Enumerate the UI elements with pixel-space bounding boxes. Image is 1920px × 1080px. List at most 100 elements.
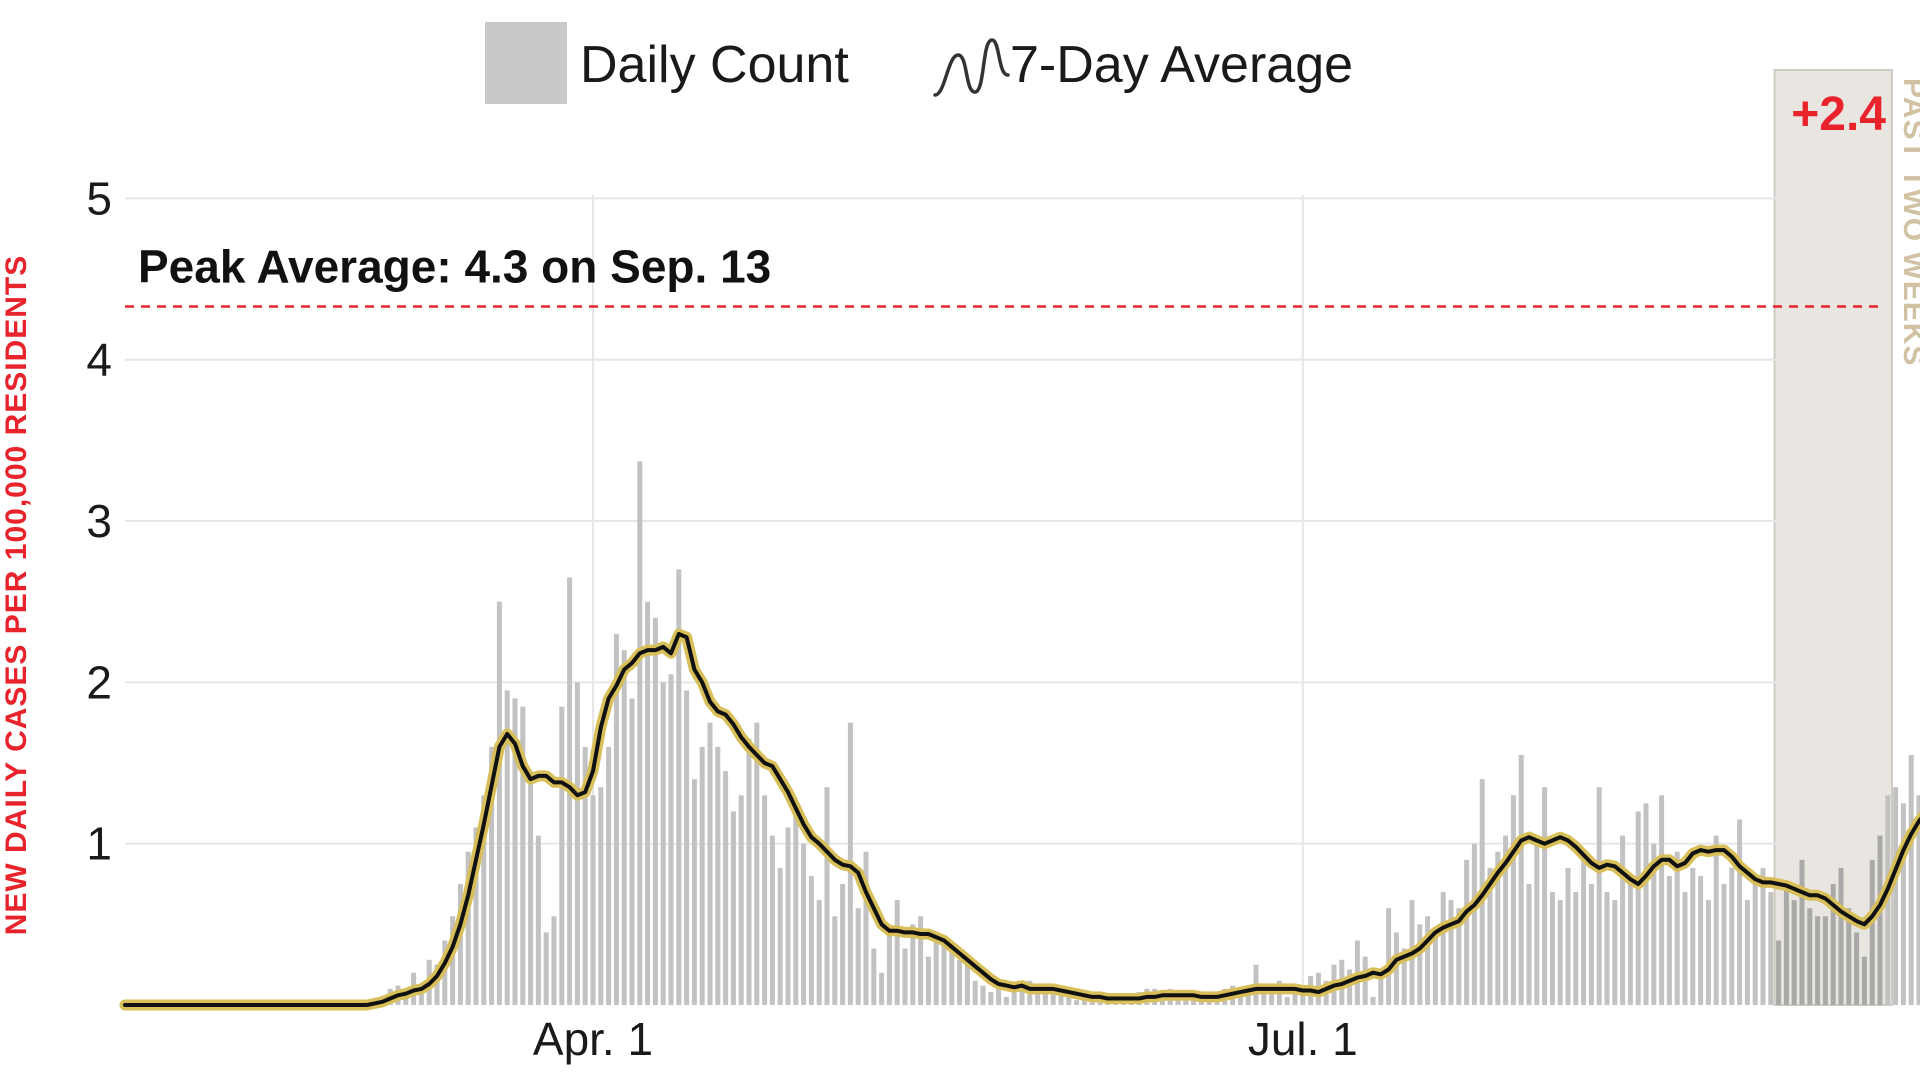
bar — [1877, 835, 1883, 1005]
bar — [1581, 859, 1587, 1005]
bar — [949, 948, 955, 1005]
bar — [1666, 875, 1672, 1005]
bar — [762, 795, 768, 1005]
bar — [1456, 908, 1462, 1005]
bar — [1752, 875, 1758, 1005]
bar — [1042, 988, 1048, 1005]
wave-line-icon — [933, 38, 1010, 97]
bar — [1378, 972, 1384, 1005]
highlight-band — [1773, 69, 1893, 1006]
bar — [1066, 996, 1072, 1005]
bar — [590, 795, 596, 1005]
bar — [512, 698, 518, 1005]
bar — [1604, 892, 1610, 1005]
bar — [1393, 932, 1399, 1005]
bar — [1838, 867, 1844, 1005]
bar — [1495, 851, 1501, 1005]
bar — [1526, 884, 1532, 1005]
bar — [1776, 940, 1782, 1005]
bar — [1425, 916, 1431, 1005]
bar — [457, 884, 463, 1005]
bar — [1698, 875, 1704, 1005]
bar — [676, 569, 682, 1005]
bar — [723, 771, 729, 1005]
bar — [1783, 884, 1789, 1005]
bar — [918, 916, 924, 1005]
bar — [746, 738, 752, 1005]
bar — [1744, 900, 1750, 1005]
y-tick-label: 5 — [86, 172, 112, 224]
bar — [715, 746, 721, 1005]
bar — [886, 932, 892, 1005]
bar — [1791, 900, 1797, 1005]
bar — [1627, 884, 1633, 1005]
bar — [684, 690, 690, 1005]
bar — [1737, 819, 1743, 1005]
bar — [894, 900, 900, 1005]
bar — [1347, 969, 1353, 1005]
bar — [933, 932, 939, 1005]
bar — [668, 674, 674, 1005]
bar — [1893, 787, 1899, 1005]
bar — [629, 698, 635, 1005]
bar — [1058, 995, 1064, 1005]
bar — [1620, 835, 1626, 1005]
bar — [1370, 996, 1376, 1005]
bar — [1807, 908, 1813, 1005]
bar — [1861, 956, 1867, 1005]
bar — [535, 835, 541, 1005]
bar — [613, 633, 619, 1005]
bar — [551, 916, 557, 1005]
bar — [606, 746, 612, 1005]
y-tick-label: 4 — [86, 334, 112, 386]
bar — [1503, 835, 1509, 1005]
highlight-label: PAST TWO WEEKS — [1897, 78, 1920, 366]
bar — [1440, 892, 1446, 1005]
bar — [910, 924, 916, 1005]
bar — [1822, 916, 1828, 1005]
bar — [863, 851, 869, 1005]
bar — [504, 690, 510, 1005]
bar — [1534, 843, 1540, 1005]
bar — [707, 722, 713, 1005]
peak-label: Peak Average: 4.3 on Sep. 13 — [138, 240, 771, 292]
bar — [816, 900, 822, 1005]
bar — [738, 795, 744, 1005]
bar — [637, 461, 643, 1005]
bar — [941, 940, 947, 1005]
bar — [582, 746, 588, 1005]
bar — [1245, 988, 1251, 1005]
legend: Daily Count 7-Day Average — [485, 22, 1353, 104]
bar — [925, 956, 931, 1005]
bar — [1074, 1000, 1080, 1005]
bar — [957, 959, 963, 1005]
bar — [691, 779, 697, 1005]
bar — [1713, 835, 1719, 1005]
gray-square-icon — [485, 22, 567, 104]
bar — [871, 948, 877, 1005]
bar — [1292, 988, 1298, 1005]
bar — [855, 908, 861, 1005]
bar — [785, 827, 791, 1005]
daily-count-bars — [372, 461, 1920, 1005]
bar — [1705, 900, 1711, 1005]
bar — [793, 803, 799, 1005]
y-axis-title: NEW DAILY CASES PER 100,000 RESIDENTS — [0, 255, 33, 936]
bar — [520, 706, 526, 1005]
bar — [902, 948, 908, 1005]
bar — [1815, 916, 1821, 1005]
bar — [1573, 892, 1579, 1005]
bar — [1261, 992, 1267, 1005]
y-tick-label: 1 — [86, 818, 112, 870]
bar — [1799, 859, 1805, 1005]
bar — [964, 964, 970, 1005]
bar — [528, 779, 534, 1005]
bar — [1908, 754, 1914, 1005]
bar — [769, 835, 775, 1005]
bar — [1596, 787, 1602, 1005]
y-axis: 1 2 3 4 5 — [86, 172, 112, 869]
legend-daily-label: Daily Count — [580, 36, 849, 94]
bar — [621, 650, 627, 1005]
y-tick-label: 3 — [86, 495, 112, 547]
